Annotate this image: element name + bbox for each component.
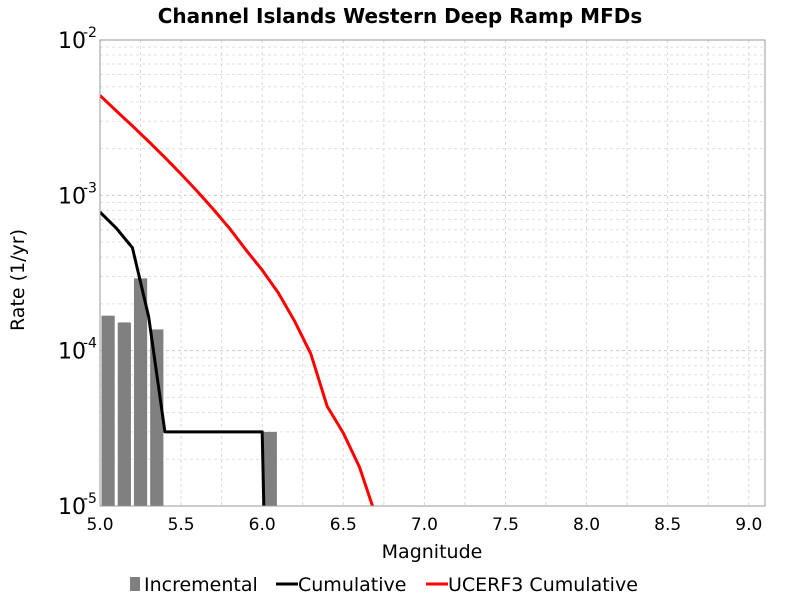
- cumulative-line: [100, 211, 266, 506]
- x-tick-label: 5.5: [168, 515, 195, 535]
- legend: Incremental Cumulative UCERF3 Cumulative: [130, 574, 638, 596]
- plot-frame: [99, 39, 766, 507]
- legend-incremental-label: Incremental: [144, 574, 258, 596]
- plot-area: [100, 40, 765, 506]
- legend-cumulative-label: Cumulative: [298, 574, 406, 596]
- x-tick-label: 7.5: [492, 515, 519, 535]
- y-tick-labels: 10-510-410-310-2: [58, 25, 97, 520]
- y-tick-base: 10: [58, 29, 86, 54]
- legend-ucerf3-label: UCERF3 Cumulative: [448, 574, 638, 596]
- x-tick-label: 9.0: [735, 515, 762, 535]
- y-tick-label: 10-2: [58, 25, 97, 54]
- incremental-bar: [150, 329, 164, 506]
- grid-lines: [99, 40, 765, 506]
- y-tick-base: 10: [58, 495, 86, 520]
- incremental-bar: [133, 278, 148, 506]
- incremental-bar: [263, 431, 277, 506]
- legend-incremental-swatch: [130, 577, 140, 591]
- incremental-bar: [101, 315, 115, 506]
- y-axis-label: Rate (1/yr): [7, 229, 29, 331]
- y-tick-base: 10: [58, 184, 86, 209]
- x-axis-label: Magnitude: [382, 541, 483, 563]
- y-tick-label: 10-4: [58, 336, 97, 365]
- x-tick-label: 6.0: [249, 515, 276, 535]
- x-tick-labels: 5.0 5.5 6.0 6.5 7.0 7.5 8.0 8.5 9.0: [86, 515, 762, 535]
- y-tick-exponent: -3: [83, 180, 97, 196]
- incremental-bars: [101, 278, 277, 506]
- cumulative-lines: [100, 94, 374, 506]
- y-tick-label: 10-3: [58, 180, 97, 209]
- y-tick-exponent: -4: [83, 336, 97, 352]
- y-tick-exponent: -2: [83, 25, 97, 41]
- incremental-bar: [117, 322, 131, 506]
- chart-title: Channel Islands Western Deep Ramp MFDs: [158, 4, 643, 28]
- ucerf3-cumulative-line: [100, 94, 374, 506]
- y-tick-base: 10: [58, 340, 86, 365]
- y-tick-label: 10-5: [58, 491, 97, 520]
- x-tick-label: 6.5: [330, 515, 357, 535]
- x-tick-label: 8.0: [573, 515, 600, 535]
- y-tick-exponent: -5: [83, 491, 97, 507]
- x-tick-label: 7.0: [411, 515, 438, 535]
- x-tick-label: 5.0: [86, 515, 113, 535]
- x-tick-label: 8.5: [654, 515, 681, 535]
